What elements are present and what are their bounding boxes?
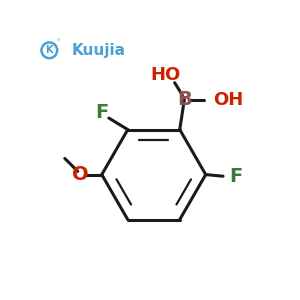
Text: OH: OH xyxy=(213,91,243,109)
Text: K: K xyxy=(46,45,53,55)
Text: HO: HO xyxy=(151,66,181,84)
Text: F: F xyxy=(230,167,243,186)
Text: B: B xyxy=(177,90,192,109)
Text: F: F xyxy=(95,103,109,122)
Text: °: ° xyxy=(56,40,59,46)
Text: O: O xyxy=(72,165,89,184)
Text: Kuujia: Kuujia xyxy=(71,43,125,58)
